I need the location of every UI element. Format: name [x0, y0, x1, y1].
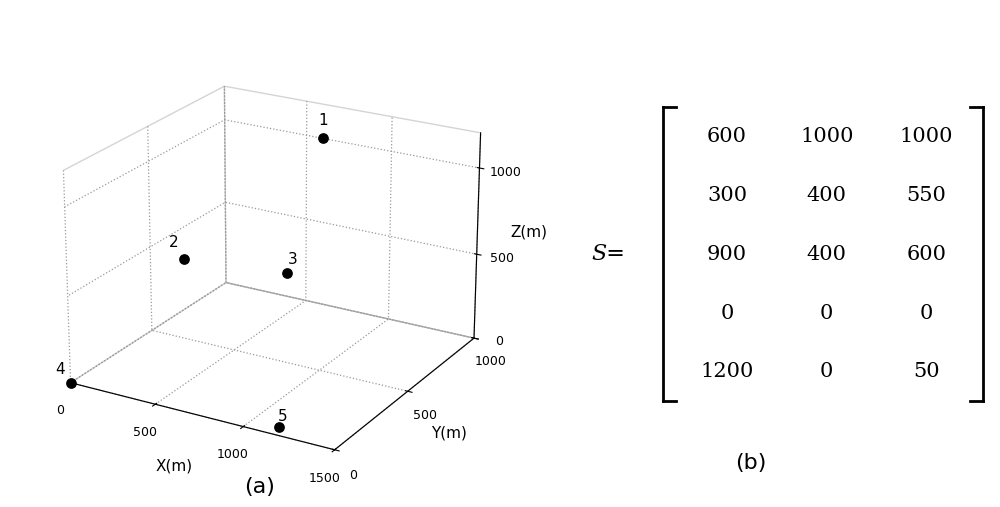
X-axis label: X(m): X(m) [155, 459, 192, 474]
Text: S=: S= [591, 243, 625, 265]
Text: 0: 0 [820, 304, 833, 322]
Text: 400: 400 [807, 186, 847, 205]
Y-axis label: Y(m): Y(m) [431, 426, 467, 441]
Text: (b): (b) [735, 453, 766, 473]
Text: 50: 50 [913, 363, 940, 381]
Text: 400: 400 [807, 244, 847, 264]
Text: 1000: 1000 [800, 127, 853, 146]
Text: 1000: 1000 [900, 127, 953, 146]
Text: 1200: 1200 [700, 363, 754, 381]
Text: 0: 0 [820, 363, 833, 381]
Text: 0: 0 [720, 304, 734, 322]
Text: (a): (a) [245, 477, 275, 497]
Text: 900: 900 [707, 244, 747, 264]
Text: 0: 0 [920, 304, 933, 322]
Text: 600: 600 [906, 244, 946, 264]
Text: 300: 300 [707, 186, 747, 205]
Text: 600: 600 [707, 127, 747, 146]
Text: 550: 550 [906, 186, 946, 205]
